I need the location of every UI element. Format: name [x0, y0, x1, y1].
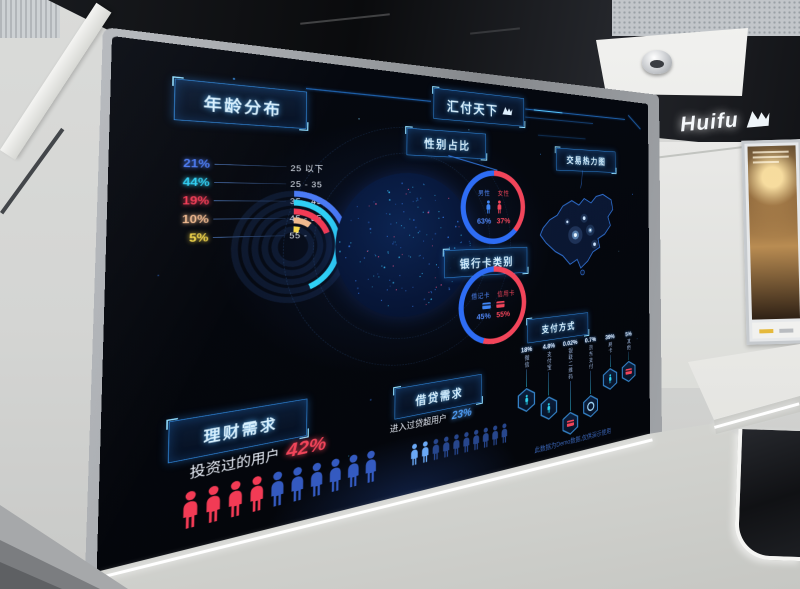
- camera-lens-icon: [650, 60, 664, 68]
- payment-method: 4.8% 支付宝: [539, 341, 559, 443]
- card-donut-center: 借记卡 信用卡 45% 55%: [458, 264, 526, 349]
- person-icon: [473, 429, 480, 451]
- credit-percentage: 55%: [496, 309, 510, 320]
- dashboard-title-plate: 汇付天下: [433, 87, 525, 127]
- payment-method: 0.7% 京东支付: [581, 335, 599, 432]
- person-icon: [228, 480, 243, 519]
- header-decor-line: [627, 114, 641, 130]
- gender-donut-chart: 男性 女性 63% 37%: [460, 169, 526, 246]
- china-map: [531, 188, 620, 282]
- debit-label: 借记卡: [471, 291, 490, 301]
- card-icons: [482, 300, 505, 310]
- ceiling-vent-left: [0, 0, 60, 38]
- gender-person-icons: [486, 200, 503, 214]
- leader-line: [580, 170, 583, 189]
- male-label: 男性: [478, 189, 491, 198]
- person-icon: [411, 443, 418, 466]
- credit-card-icon: [496, 300, 505, 308]
- person-icon: [365, 449, 377, 484]
- payment-hexagon-icon: [541, 395, 558, 422]
- header-decor-line: [533, 109, 563, 114]
- person-icon: [250, 475, 264, 513]
- payment-hexagon-icon: [622, 360, 636, 384]
- male-percentage: 63%: [476, 216, 492, 226]
- person-icon: [492, 425, 498, 446]
- poster-logo: [759, 329, 774, 334]
- wall-brand-logo: Huifu: [678, 93, 800, 148]
- person-icon: [206, 484, 221, 524]
- payment-hexagon-icon: [518, 386, 535, 414]
- person-icon: [347, 453, 359, 488]
- person-icon: [329, 457, 341, 493]
- poster-logo: [779, 328, 794, 333]
- person-icon: [271, 470, 284, 508]
- poster-image: [747, 145, 800, 320]
- glass-panel: [733, 428, 800, 562]
- payment-method: 0.02% 银联二维码: [561, 338, 580, 438]
- person-icon: [482, 427, 489, 449]
- huifu-logo-icon: [746, 111, 770, 128]
- person-icon: [486, 200, 491, 214]
- person-icon: [547, 403, 551, 414]
- payment-method: 39% 刷卡: [601, 332, 619, 427]
- person-icon: [291, 466, 304, 503]
- person-icon: [501, 423, 508, 444]
- person-icon: [443, 436, 450, 458]
- wealth-pictograph-row: [180, 449, 378, 536]
- panel-gender-label: 性别占比: [406, 127, 486, 160]
- header-decor-line: [525, 116, 593, 125]
- wall-logo-text: Huifu: [679, 108, 740, 137]
- debit-card-icon: [482, 302, 491, 310]
- loan-stat-value: 23%: [451, 405, 472, 423]
- gender-donut-center: 男性 女性 63% 37%: [460, 169, 525, 245]
- person-icon: [432, 438, 440, 461]
- person-icon: [525, 394, 529, 405]
- header-decor-line: [537, 134, 586, 140]
- person-icon: [608, 374, 611, 384]
- panel-heatmap-label: 交易热力图: [555, 147, 616, 173]
- credit-label: 信用卡: [497, 289, 515, 299]
- dashboard-title: 汇付天下: [446, 98, 499, 119]
- dashboard-logo-icon: [502, 106, 513, 115]
- person-icon: [453, 433, 460, 456]
- payment-hexagon-icon: [603, 367, 617, 392]
- payment-hexagon-icon: [562, 410, 578, 437]
- panel-age-label: 年龄分布: [173, 78, 308, 129]
- female-percentage: 37%: [496, 216, 511, 226]
- payment-hexagon-icon: [583, 393, 598, 419]
- payment-method: 18% 微信: [516, 344, 537, 449]
- person-icon: [463, 431, 470, 453]
- female-label: 女性: [497, 189, 510, 198]
- wall-poster: [741, 139, 800, 345]
- person-icon: [310, 462, 323, 498]
- debit-percentage: 45%: [476, 311, 491, 322]
- payment-method: 5% 其他: [620, 329, 637, 422]
- person-icon: [182, 490, 198, 530]
- ceiling-tiles-right: [612, 0, 800, 36]
- loan-pictograph-row: [410, 422, 509, 470]
- person-icon: [421, 440, 429, 464]
- header-decor-line: [305, 87, 432, 102]
- person-icon: [497, 200, 502, 214]
- card-donut-chart: 借记卡 信用卡 45% 55%: [458, 264, 527, 350]
